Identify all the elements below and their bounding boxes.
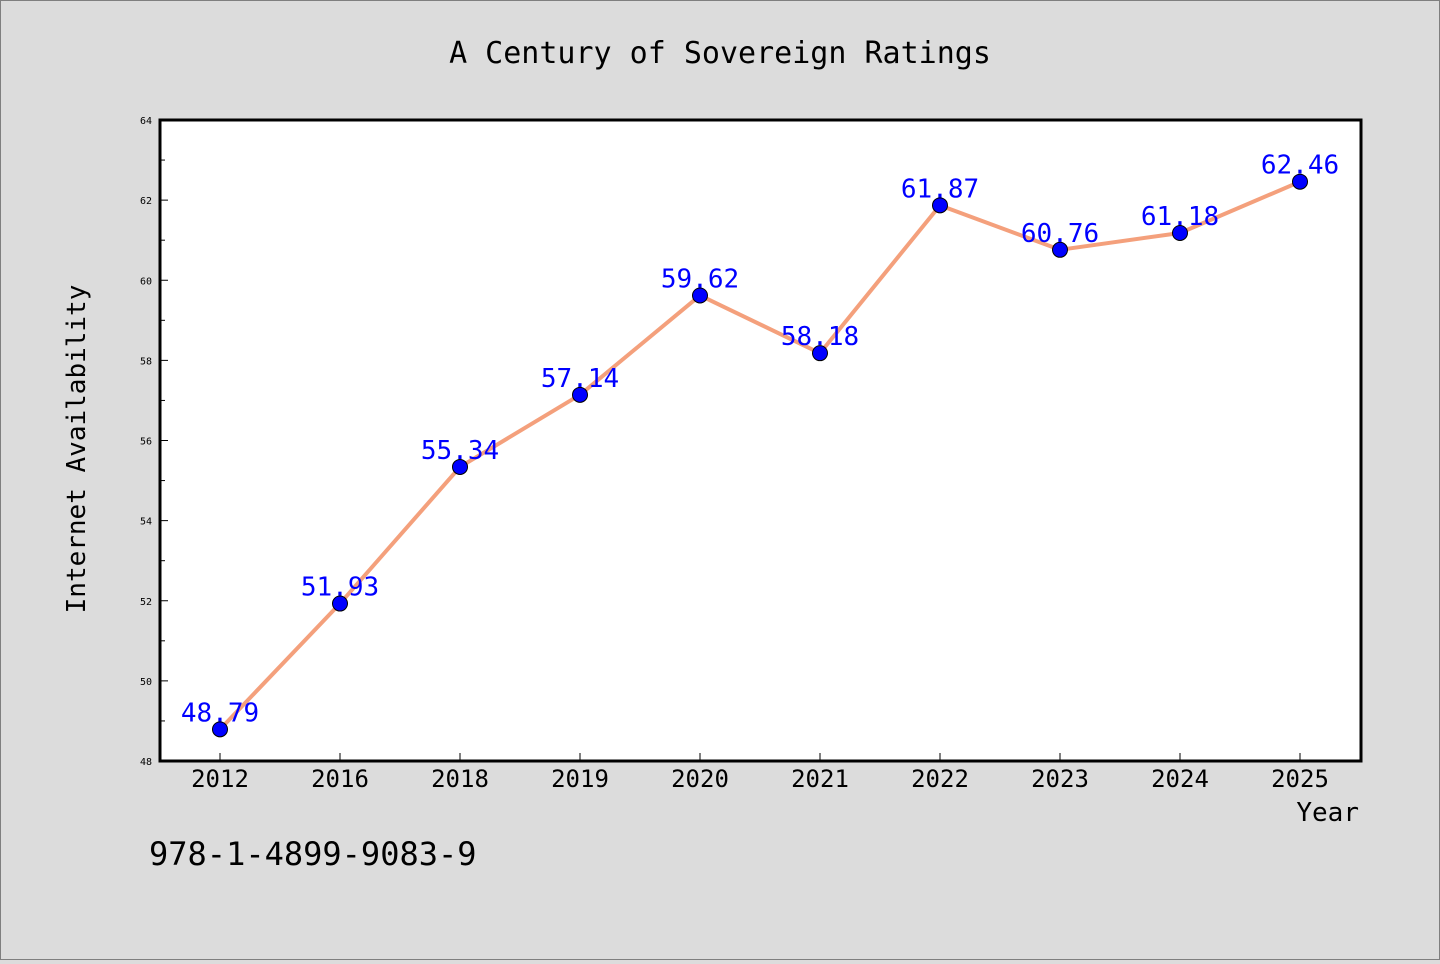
data-point (212, 721, 228, 738)
data-point (692, 287, 708, 304)
x-tick-label: 2019 (551, 765, 609, 793)
data-label: 51.93 (301, 573, 379, 603)
data-points (212, 173, 1308, 738)
x-tick-label: 2012 (191, 765, 249, 793)
data-point (572, 386, 588, 403)
y-axis-label: Internet Availability (62, 285, 92, 614)
x-tick-label: 2025 (1271, 765, 1329, 793)
data-point (812, 345, 828, 362)
data-label: 61.87 (901, 174, 979, 204)
y-tick-label: 54 (140, 517, 152, 528)
data-labels: 48.79 51.93 55.34 57.14 59.62 58.18 61.87 60.76… (181, 151, 1339, 729)
y-axis: 48 50 52 54 56 58 60 62 64 (140, 116, 168, 768)
plot-area (158, 118, 1363, 763)
x-tick-label: 2020 (671, 765, 729, 793)
y-tick-label: 62 (140, 196, 152, 207)
data-point (1172, 224, 1188, 241)
x-tick-label: 2016 (311, 765, 369, 793)
data-label: 59.62 (661, 264, 739, 294)
y-tick-label: 52 (140, 597, 152, 608)
data-label: 58.18 (781, 322, 859, 352)
y-tick-label: 50 (140, 677, 152, 688)
x-tick-label: 2018 (431, 765, 489, 793)
data-point (332, 595, 348, 612)
data-label: 61.18 (1141, 202, 1219, 232)
x-tick-label: 2024 (1151, 765, 1209, 793)
data-point (1292, 173, 1308, 190)
x-tick-label: 2021 (791, 765, 849, 793)
y-tick-label: 64 (140, 116, 152, 127)
data-label: 55.34 (421, 436, 499, 466)
y-tick-label: 58 (140, 356, 152, 367)
isbn-label: 978-1-4899-9083-9 (149, 835, 477, 873)
x-tick-label: 2023 (1031, 765, 1089, 793)
chart-title: A Century of Sovereign Ratings (449, 36, 991, 71)
series-line (218, 179, 1302, 732)
data-label: 48.79 (181, 698, 259, 728)
data-label: 62.46 (1261, 151, 1339, 181)
data-point (932, 197, 948, 214)
x-axis: 2012 2016 2018 2019 2020 2021 2022 2023 2024 2025 (191, 753, 1329, 793)
data-point (452, 458, 468, 475)
y-tick-label: 60 (140, 276, 152, 287)
data-label: 60.76 (1021, 219, 1099, 249)
y-tick-label: 56 (140, 437, 152, 448)
x-tick-label: 2022 (911, 765, 969, 793)
data-label: 57.14 (541, 364, 619, 394)
x-axis-label: Year (1296, 798, 1359, 828)
y-tick-label: 48 (140, 757, 152, 768)
data-point (1052, 241, 1068, 258)
